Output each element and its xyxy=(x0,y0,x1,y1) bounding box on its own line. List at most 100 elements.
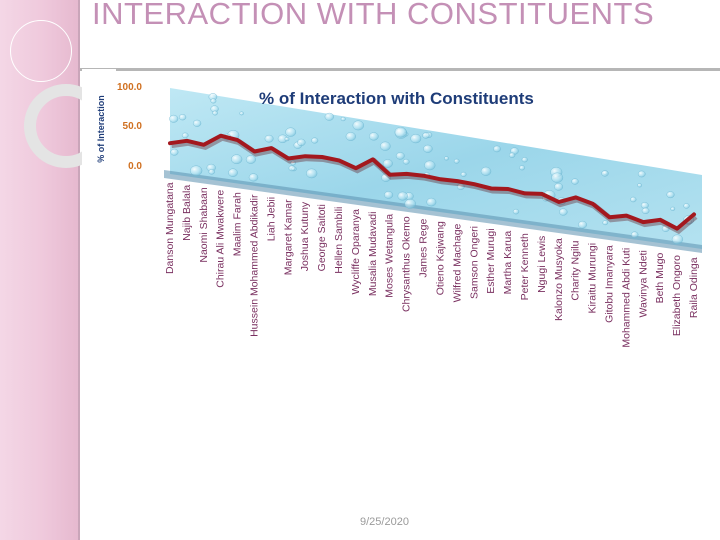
water-drop xyxy=(630,196,637,203)
data-point-1 xyxy=(168,141,172,145)
chart-image: % of Interaction 100.0 50.0 0.0 % of Inter… xyxy=(82,69,720,489)
x-tick-label: Chrysanthus Okemo xyxy=(401,216,413,312)
data-point-6 xyxy=(252,149,257,154)
y-axis-label: % of Interaction xyxy=(96,95,106,163)
data-point-21 xyxy=(506,187,510,191)
x-tick-label: Wavinya Ndeti xyxy=(637,250,649,317)
water-drop xyxy=(340,116,346,122)
x-tick-label: Elizabeth Ongoro xyxy=(671,255,683,336)
water-drop xyxy=(661,225,670,232)
water-drop xyxy=(551,172,564,183)
x-tick-label: Musalia Mudavadi xyxy=(367,212,379,297)
chart-title: % of Interaction with Constituents xyxy=(259,89,534,108)
water-drop xyxy=(601,170,609,177)
water-drop xyxy=(444,156,449,161)
water-drop xyxy=(426,197,437,207)
data-point-29 xyxy=(641,220,645,224)
water-drop xyxy=(683,203,690,209)
water-drop xyxy=(519,165,525,171)
y-axis-backdrop xyxy=(82,69,116,189)
plot-area xyxy=(170,88,702,249)
water-drop xyxy=(640,202,649,209)
water-drop xyxy=(460,171,467,177)
data-point-27 xyxy=(607,215,612,219)
water-drop xyxy=(231,154,243,164)
water-drop xyxy=(410,133,422,144)
water-drop xyxy=(290,160,296,166)
x-tick-label: Wycliffe Oparanya xyxy=(350,209,362,295)
water-drop xyxy=(397,191,408,201)
water-drop xyxy=(395,152,405,160)
water-drop xyxy=(208,169,215,175)
x-tick-label: Ngugi Lewis xyxy=(536,236,548,293)
x-tick-label: Beth Mugo xyxy=(654,252,666,303)
slide-title: INTERACTION WITH CONSTITUENTS xyxy=(92,0,655,31)
data-point-28 xyxy=(624,214,629,218)
data-point-16 xyxy=(421,174,426,178)
data-point-26 xyxy=(591,202,595,206)
x-tick-label: Joshua Kutuny xyxy=(299,201,311,271)
water-drop xyxy=(192,119,202,127)
x-tick-label: Maalim Farah xyxy=(232,192,244,256)
water-drop xyxy=(239,111,244,116)
x-tick-label: George Saitoti xyxy=(316,204,328,271)
plot-background xyxy=(164,88,702,253)
water-drop xyxy=(324,112,334,121)
series-line-path xyxy=(168,133,696,231)
x-tick-label: Kiraitu Murungi xyxy=(587,243,599,314)
x-tick-label: Hellen Sambili xyxy=(333,207,345,274)
x-tick-label: Peter Kenneth xyxy=(519,233,531,300)
water-drop xyxy=(422,132,430,139)
x-tick-label: Raila Odinga xyxy=(688,257,700,318)
water-drop xyxy=(212,110,218,116)
footer-date: 9/25/2020 xyxy=(360,516,409,528)
plot-floor xyxy=(164,170,702,253)
y-tick-labels: 100.0 50.0 0.0 xyxy=(117,82,142,172)
water-drop xyxy=(379,141,391,151)
x-tick-label: Moses Wetangula xyxy=(384,214,396,298)
data-point-13 xyxy=(371,157,375,161)
water-drop xyxy=(297,138,306,147)
water-drop xyxy=(559,208,568,216)
data-point-5 xyxy=(236,138,240,142)
y-tick-label: 50.0 xyxy=(123,121,143,132)
x-tick-label: Najib Balala xyxy=(181,185,193,241)
x-tick-label: Gitobu Imanyara xyxy=(604,245,616,323)
y-tick-label: 100.0 xyxy=(117,82,142,93)
sidebar-divider xyxy=(78,0,80,540)
y-tick-label: 0.0 xyxy=(128,161,142,172)
data-point-20 xyxy=(489,186,493,191)
water-drop xyxy=(169,114,179,123)
x-tick-label: Charity Ngilu xyxy=(570,240,582,300)
water-drop xyxy=(306,168,318,179)
data-point-31 xyxy=(675,227,679,231)
water-drop xyxy=(602,220,609,226)
x-tick-label: Kalonzo Musyoka xyxy=(553,238,565,321)
water-drop xyxy=(288,165,296,172)
x-tick-label: Danson Mungatana xyxy=(164,182,176,274)
data-point-25 xyxy=(574,195,578,199)
x-tick-label: Naomi Shabaan xyxy=(198,187,210,262)
data-point-17 xyxy=(438,177,443,181)
data-point-18 xyxy=(455,179,459,183)
water-drop xyxy=(228,168,238,177)
data-point-30 xyxy=(658,218,662,222)
water-drop xyxy=(423,144,433,153)
x-tick-label: Liah Jebii xyxy=(265,197,277,241)
line-chart: % of Interaction 100.0 50.0 0.0 % of Inter… xyxy=(82,69,702,348)
water-drop xyxy=(345,132,356,141)
x-tick-label: Samson Ongeri xyxy=(468,226,480,299)
data-point-32 xyxy=(692,212,696,216)
data-point-15 xyxy=(405,172,409,176)
data-point-10 xyxy=(320,155,324,159)
water-drop xyxy=(210,98,217,104)
water-drop xyxy=(170,148,179,156)
x-tick-label: Margaret Kamar xyxy=(282,199,294,275)
x-tick-label: James Rege xyxy=(418,219,430,278)
water-drop xyxy=(671,234,684,245)
water-drop xyxy=(178,114,187,121)
data-point-9 xyxy=(303,154,307,158)
water-drop xyxy=(670,206,676,211)
water-drop xyxy=(181,132,189,139)
x-tick-label: Esther Murugi xyxy=(485,228,497,293)
